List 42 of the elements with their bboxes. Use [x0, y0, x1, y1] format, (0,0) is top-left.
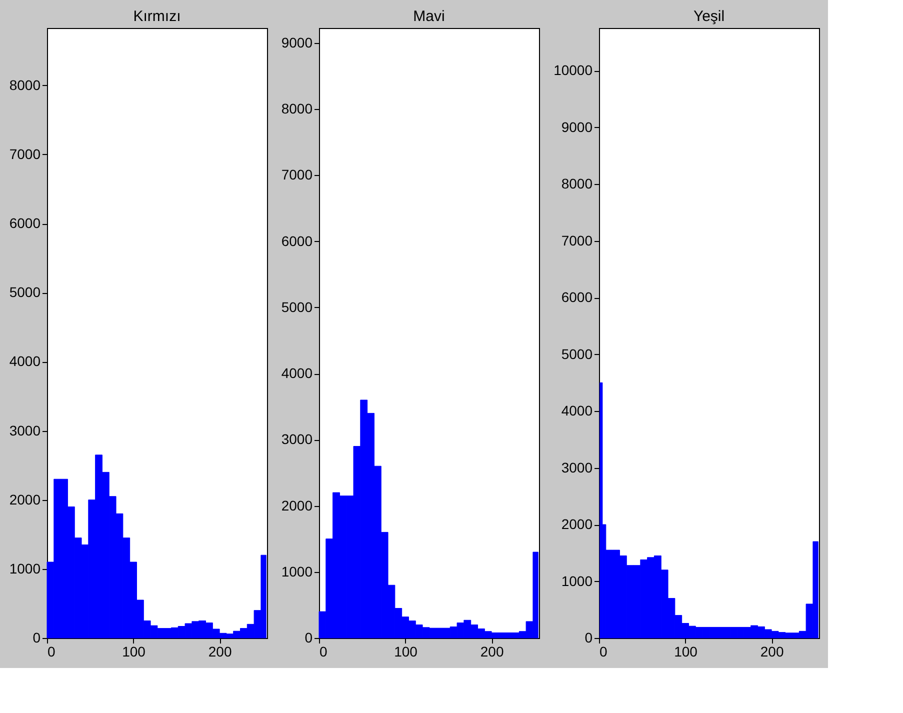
y-tick-label: 8000 [281, 100, 313, 117]
y-tick-label: 1000 [9, 560, 41, 576]
x-tick-label: 100 [122, 644, 146, 660]
x-tick-label: 0 [600, 644, 608, 660]
y-tick-label: 4000 [561, 402, 593, 419]
y-tick-label: 6000 [561, 289, 593, 306]
y-tick-label: 3000 [9, 422, 41, 438]
x-tick-label: 0 [320, 644, 328, 660]
chart-title: Mavi [413, 8, 445, 25]
y-tick-label: 5000 [9, 284, 41, 300]
y-tick-label: 2000 [561, 516, 593, 532]
y-tick-label: 8000 [561, 176, 593, 192]
y-tick-label: 3000 [561, 459, 593, 476]
y-tick-label: 1000 [561, 572, 593, 589]
y-tick-label: 5000 [561, 346, 593, 362]
x-tick-label: 200 [480, 644, 504, 660]
y-tick-label: 5000 [281, 298, 313, 315]
y-tick-label: 2000 [281, 497, 313, 514]
y-tick-label: 7000 [281, 166, 313, 183]
y-tick-label: 6000 [281, 232, 313, 249]
y-tick-label: 0 [32, 630, 41, 646]
y-tick-label: 7000 [561, 232, 593, 248]
y-tick-label: 4000 [9, 353, 41, 370]
x-tick-label: 200 [208, 644, 232, 660]
y-tick-label: 8000 [9, 76, 41, 93]
x-tick-label: 0 [48, 644, 56, 660]
y-tick-label: 0 [304, 630, 313, 646]
y-tick-label: 10000 [554, 62, 593, 78]
y-tick-label: 9000 [281, 34, 313, 50]
y-tick-label: 2000 [9, 491, 41, 508]
chart-title: Yeşil [693, 8, 725, 25]
y-tick-label: 4000 [281, 365, 313, 382]
x-tick-label: 200 [760, 644, 784, 660]
x-tick-label: 100 [674, 644, 698, 660]
y-tick-label: 9000 [561, 118, 593, 135]
y-tick-label: 3000 [281, 431, 313, 448]
y-tick-label: 0 [584, 630, 593, 646]
x-tick-label: 100 [394, 644, 418, 660]
y-tick-label: 1000 [281, 563, 313, 580]
y-tick-label: 7000 [9, 146, 41, 162]
chart-title: Kırmızı [133, 8, 181, 25]
y-tick-label: 6000 [9, 215, 41, 232]
